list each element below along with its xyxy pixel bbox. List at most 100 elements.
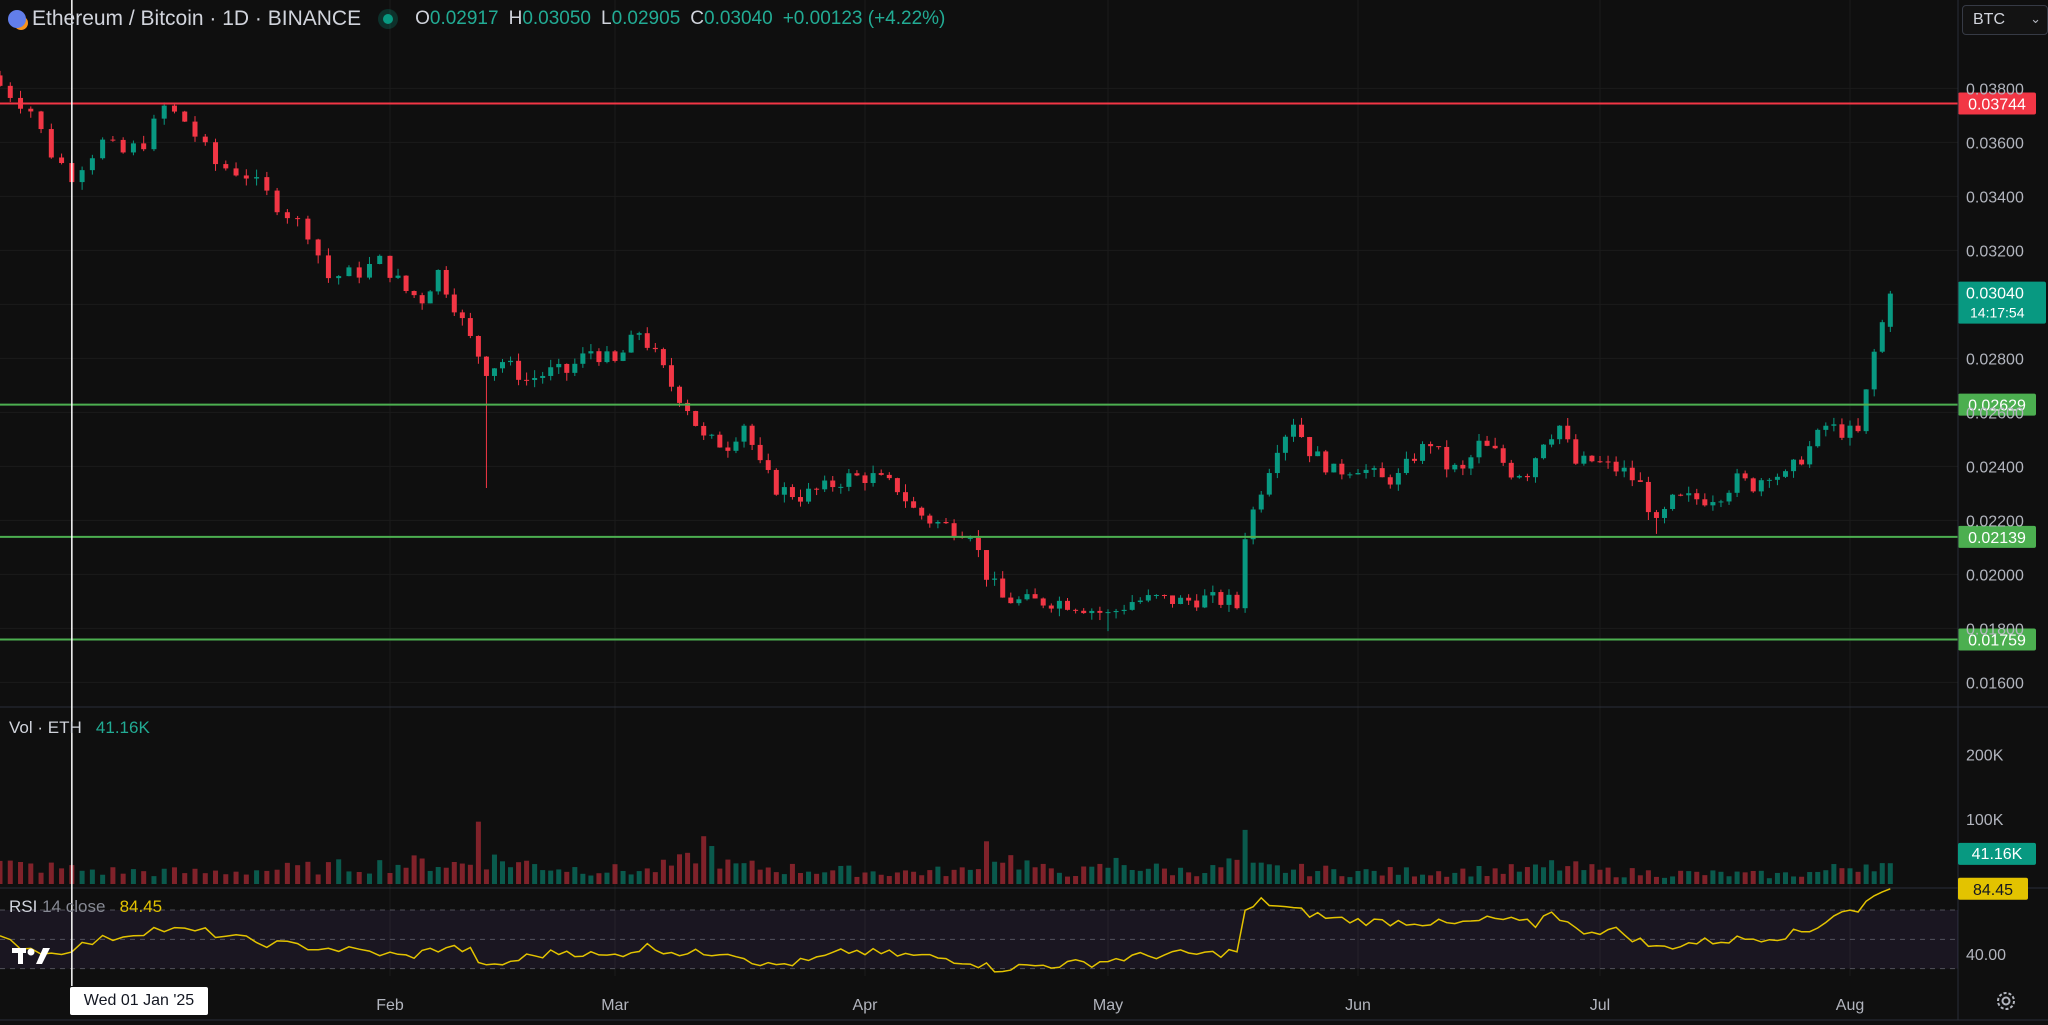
volume-bar <box>1105 867 1111 884</box>
candle-body <box>580 353 586 364</box>
candle <box>919 506 925 520</box>
x-tick-label: Aug <box>1836 997 1864 1014</box>
y-tick-label: 0.03600 <box>1966 135 2024 152</box>
candle-body <box>1089 610 1095 614</box>
candle <box>975 530 981 558</box>
volume-bar <box>984 841 989 884</box>
candle-body <box>1782 471 1788 477</box>
candle-body <box>1444 446 1450 470</box>
candle <box>1815 428 1821 448</box>
candle <box>1210 585 1216 603</box>
candle <box>1444 440 1450 478</box>
candle <box>854 470 860 477</box>
candle-body <box>556 363 562 368</box>
candle <box>467 312 473 339</box>
candle <box>564 363 570 381</box>
volume-bar <box>1024 860 1030 884</box>
volume-bar <box>1056 872 1062 884</box>
volume-bar <box>1702 875 1708 884</box>
volume-bar <box>1532 864 1538 884</box>
candle-body <box>789 487 795 498</box>
volume-bar <box>1113 857 1119 884</box>
candle-body <box>677 386 683 403</box>
candle <box>1476 433 1482 464</box>
x-tick-label: Mar <box>601 997 629 1014</box>
volume-bar <box>1799 876 1805 884</box>
candle <box>644 327 650 351</box>
ohlc-values: O 0.02917 H 0.03050 L 0.02905 C 0.03040 +0.0… <box>415 8 946 29</box>
bar-countdown-label: 14:17:54 <box>1970 305 2025 321</box>
currency-selector[interactable]: BTC ⌄ <box>1962 5 2048 35</box>
candle <box>1670 493 1676 511</box>
volume-series <box>0 821 1893 884</box>
candle-body <box>1056 600 1062 609</box>
candle-body <box>1742 473 1748 479</box>
candle <box>0 70 3 87</box>
candle-body <box>1065 600 1070 610</box>
gear-icon[interactable] <box>1995 990 2017 1012</box>
candle-body <box>1250 509 1256 540</box>
candle <box>1234 591 1240 610</box>
volume-bar <box>1645 870 1651 884</box>
x-tick-label: Jun <box>1345 997 1371 1014</box>
candle-body <box>491 368 497 376</box>
volume-bar <box>1234 859 1240 884</box>
symbol-title[interactable]: Ethereum / Bitcoin · 1D · BINANCE <box>32 7 362 30</box>
candle <box>1307 436 1313 463</box>
volume-bar <box>1597 869 1603 884</box>
candle <box>1218 589 1224 609</box>
candle-body <box>927 515 933 524</box>
candle-body <box>1557 425 1563 440</box>
candle <box>1492 437 1498 450</box>
volume-bar <box>532 864 538 884</box>
volume-bar <box>1855 871 1861 884</box>
volume-bar <box>243 874 249 884</box>
candle-body <box>1178 597 1184 605</box>
candle-body <box>1428 444 1434 447</box>
candle-body <box>1766 479 1772 481</box>
volume-bar <box>1048 868 1054 884</box>
volume-bar <box>1000 862 1006 884</box>
candle-body <box>516 360 522 380</box>
chevron-down-icon: ⌄ <box>2030 11 2041 26</box>
candle <box>141 135 147 152</box>
candle <box>1565 418 1571 443</box>
volume-bar <box>943 876 949 884</box>
candle-body <box>1460 464 1466 469</box>
candle-body <box>1000 578 1006 598</box>
candle-body <box>305 218 311 240</box>
candle <box>1387 474 1393 489</box>
candle <box>264 171 270 196</box>
volume-bar <box>366 873 372 884</box>
candle <box>419 292 425 310</box>
candle-body <box>846 473 852 487</box>
volume-bar <box>403 867 409 884</box>
volume-bar <box>1871 871 1877 884</box>
volume-bar <box>1863 864 1869 884</box>
candle <box>1549 434 1555 448</box>
volume-bar <box>1452 872 1458 884</box>
volume-bar <box>668 865 674 884</box>
candle-body <box>1210 592 1216 596</box>
volume-bar <box>725 859 731 884</box>
candle <box>741 423 747 448</box>
candle-body <box>395 275 401 278</box>
volume-bar <box>1484 876 1490 884</box>
candle <box>1395 468 1401 491</box>
market-status-icon[interactable] <box>383 14 394 24</box>
volume-bar <box>516 862 522 884</box>
volume-bar <box>346 871 352 884</box>
candle <box>243 169 249 186</box>
candle <box>1242 532 1248 613</box>
candle-body <box>130 143 136 153</box>
candle <box>1339 459 1345 480</box>
volume-bar <box>822 872 828 884</box>
candle-body <box>668 365 674 387</box>
volume-bar <box>1032 867 1038 884</box>
volume-bar <box>1282 872 1288 884</box>
volume-bar <box>1121 865 1127 884</box>
volume-bar <box>1040 863 1046 884</box>
candle <box>1855 418 1861 433</box>
volume-bar <box>1492 868 1498 884</box>
